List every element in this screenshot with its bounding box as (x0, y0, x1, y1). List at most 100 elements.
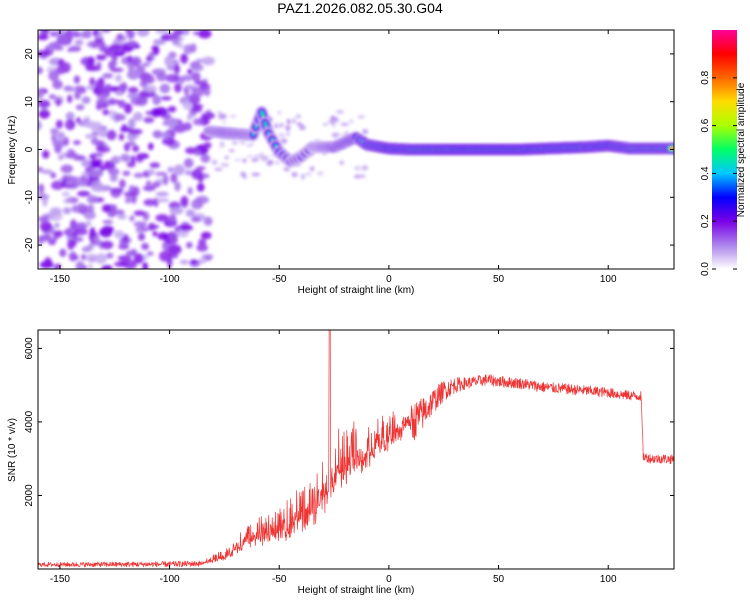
noise-blob (55, 119, 64, 129)
noise-blob (103, 47, 118, 57)
ridge-speckle (234, 158, 241, 162)
noise-blob (139, 80, 147, 87)
ridge-speckle (251, 158, 259, 162)
noise-blob (57, 34, 69, 46)
noise-blob (115, 113, 126, 121)
noise-blob (132, 112, 143, 122)
noise-blob (191, 63, 204, 72)
colorbar-axis: 0.0 0.2 0.4 0.6 0.8 (700, 70, 737, 276)
ridge-speckle (298, 124, 306, 131)
noise-blob (101, 225, 115, 235)
noise-blob (72, 155, 87, 161)
noise-blob (86, 194, 98, 204)
noise-blob (146, 251, 154, 256)
colorbar-tick-label: 0.4 (700, 166, 711, 180)
noise-blob (142, 254, 149, 261)
ridge-speckle (220, 141, 225, 146)
noise-blob (77, 190, 91, 197)
ridge-speckle (291, 172, 298, 177)
ridge-speckle (277, 110, 281, 116)
ridge-speckle (246, 154, 254, 158)
noise-blob (189, 259, 199, 265)
noise-blob (127, 30, 135, 40)
noise-blob (55, 98, 62, 107)
noise-blob (79, 88, 87, 94)
noise-blob (65, 180, 74, 186)
ridge-speckle (340, 123, 349, 126)
noise-blob (131, 56, 142, 67)
noise-blob (167, 166, 174, 173)
noise-blob (102, 219, 114, 225)
noise-blob (160, 96, 172, 101)
noise-blob (75, 180, 88, 187)
x-tick-label: -100 (160, 574, 180, 585)
noise-blob (197, 30, 212, 39)
noise-blob (102, 73, 114, 79)
noise-blob (141, 242, 150, 251)
noise-blob (111, 55, 118, 62)
ridge-speckle (295, 114, 302, 119)
noise-blob (75, 260, 85, 269)
noise-blob (119, 179, 126, 189)
noise-blob (75, 104, 85, 111)
ridge-speckle (251, 172, 261, 177)
noise-blob (194, 80, 208, 86)
noise-blob (183, 158, 194, 169)
noise-blob (101, 264, 113, 269)
noise-blob (100, 30, 112, 33)
noise-blob (109, 174, 118, 182)
y-tick-label: -20 (24, 237, 35, 252)
noise-blob (135, 229, 142, 234)
noise-blob (66, 176, 80, 181)
ridge-speckle (274, 161, 281, 165)
colorbar: 0.0 0.2 0.4 0.6 0.8 Normalized spectral ampl… (700, 30, 747, 276)
noise-blob (64, 119, 76, 131)
noise-blob (101, 204, 111, 213)
ridge-speckle (274, 123, 278, 129)
spectrogram-ridge (203, 106, 674, 168)
noise-blob (152, 94, 162, 106)
noise-blob (201, 254, 214, 260)
ridge-speckle (357, 115, 366, 119)
noise-blob (96, 187, 106, 192)
noise-blob (148, 222, 156, 231)
noise-blob (174, 181, 181, 192)
spectrogram-y-label: Frequency (Hz) (7, 116, 18, 185)
ridge-speckle (234, 141, 239, 144)
noise-blob (179, 76, 185, 85)
x-tick-label: -50 (272, 574, 287, 585)
noise-blob (184, 92, 190, 98)
colorbar-tick-label: 0.0 (700, 262, 711, 276)
noise-blob (128, 86, 139, 94)
noise-blob (135, 154, 144, 163)
noise-blob (143, 117, 155, 124)
x-tick-label: 50 (493, 574, 505, 585)
ridge-speckle (305, 172, 313, 176)
noise-blob (51, 134, 57, 142)
noise-blob (153, 39, 166, 45)
noise-blob (87, 264, 94, 269)
noise-blob (116, 33, 124, 40)
y-tick-label: 2000 (24, 484, 35, 507)
noise-blob (74, 228, 88, 236)
noise-blob (180, 195, 189, 207)
noise-blob (117, 99, 126, 109)
ridge-speckle (251, 142, 254, 145)
noise-blob (60, 164, 74, 174)
ridge-speckle (309, 166, 315, 171)
noise-blob (50, 30, 56, 37)
noise-blob (110, 187, 122, 198)
noise-blob (63, 137, 70, 146)
noise-blob (191, 107, 203, 113)
noise-blob (62, 207, 72, 215)
ridge-speckle (229, 114, 237, 118)
noise-blob (74, 39, 84, 46)
noise-blob (108, 97, 116, 106)
noise-blob (44, 257, 52, 268)
noise-blob (64, 87, 78, 92)
noise-blob (53, 46, 64, 51)
ridge-speckle (339, 160, 344, 165)
ridge-speckle (254, 154, 262, 158)
snr-series-line (38, 330, 674, 568)
